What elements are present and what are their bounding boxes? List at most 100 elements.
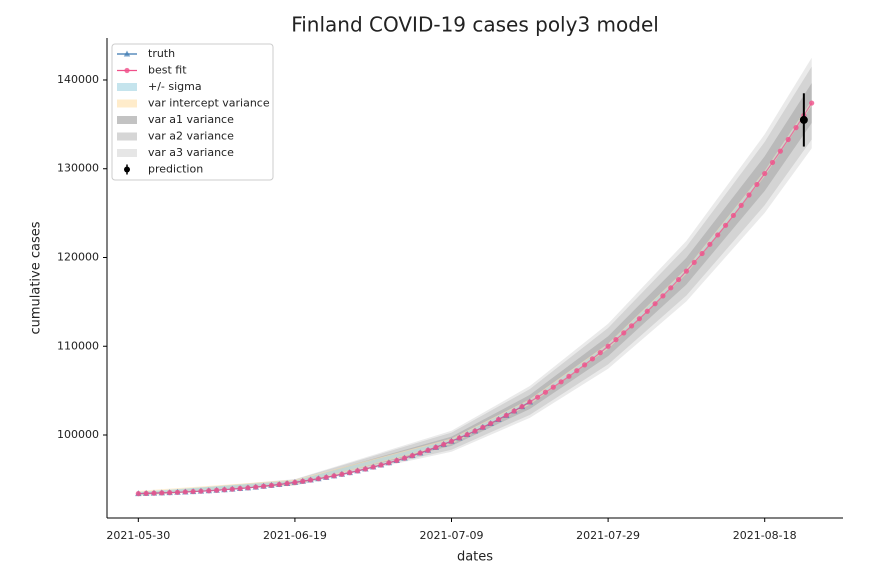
point-marker xyxy=(550,384,556,390)
point-marker xyxy=(143,490,149,496)
y-tick-label: 110000 xyxy=(57,339,99,352)
point-marker xyxy=(754,181,760,188)
point-marker xyxy=(535,394,541,400)
point-marker xyxy=(456,435,462,441)
point-marker xyxy=(206,488,212,494)
x-tick-label: 2021-05-30 xyxy=(106,529,170,542)
point-marker xyxy=(464,431,470,438)
chart-title: Finland COVID-19 cases poly3 model xyxy=(291,13,659,37)
point-marker xyxy=(284,480,290,487)
point-marker xyxy=(386,460,392,466)
point-marker xyxy=(159,490,165,496)
x-tick-label: 2021-07-09 xyxy=(420,529,484,542)
y-tick-label: 100000 xyxy=(57,428,99,441)
point-marker xyxy=(715,232,721,238)
series-line xyxy=(138,401,531,495)
point-marker xyxy=(738,202,744,208)
point-marker xyxy=(167,490,173,496)
point-marker xyxy=(124,67,130,74)
legend-swatch xyxy=(117,149,137,157)
point-marker xyxy=(566,373,572,379)
point-marker xyxy=(621,330,627,336)
point-marker xyxy=(401,455,408,461)
point-marker xyxy=(135,490,141,497)
point-marker xyxy=(574,368,580,374)
legend-label: +/- sigma xyxy=(148,80,202,93)
point-marker xyxy=(503,412,509,418)
point-marker xyxy=(425,447,431,453)
point-marker xyxy=(151,490,157,496)
point-marker xyxy=(589,356,596,362)
point-marker xyxy=(315,476,322,482)
point-marker xyxy=(362,466,368,472)
point-marker xyxy=(762,170,768,177)
legend: truth best fit +/- sigma var intercept vari… xyxy=(111,43,274,181)
point-marker xyxy=(707,241,713,247)
point-marker xyxy=(722,222,729,228)
point-marker xyxy=(628,323,635,329)
point-marker xyxy=(182,489,188,495)
point-marker xyxy=(441,441,447,447)
point-marker xyxy=(409,453,415,459)
point-marker xyxy=(307,477,314,483)
point-marker xyxy=(480,424,486,430)
point-marker xyxy=(370,464,376,470)
point-marker xyxy=(433,444,439,450)
point-marker xyxy=(229,486,235,492)
point-marker xyxy=(300,478,306,484)
point-marker xyxy=(582,362,588,368)
point-marker xyxy=(519,403,525,410)
point-marker xyxy=(292,479,298,485)
point-marker xyxy=(668,285,674,291)
point-marker xyxy=(495,416,502,423)
legend-swatch xyxy=(117,83,137,91)
point-marker xyxy=(488,420,494,427)
point-marker xyxy=(260,483,267,489)
legend-label: var intercept variance xyxy=(148,97,270,110)
legend-marker xyxy=(124,166,130,173)
point-marker xyxy=(198,488,204,494)
legend-box xyxy=(111,43,274,181)
point-marker xyxy=(699,250,705,257)
point-marker xyxy=(597,350,603,356)
point-marker xyxy=(268,482,275,488)
point-marker xyxy=(253,484,259,490)
point-marker xyxy=(613,337,619,343)
legend-label: var a3 variance xyxy=(148,146,234,159)
legend-label: var a2 variance xyxy=(148,130,234,143)
point-marker xyxy=(730,212,736,219)
point-marker xyxy=(527,399,533,405)
x-axis-label: dates xyxy=(457,550,493,563)
point-marker xyxy=(174,489,181,495)
x-tick-label: 2021-07-29 xyxy=(576,529,640,542)
y-tick-label: 140000 xyxy=(57,73,99,86)
point-marker xyxy=(644,308,650,314)
legend-label: var a1 variance xyxy=(148,113,234,126)
point-marker xyxy=(636,316,643,322)
legend-swatch xyxy=(117,132,137,141)
y-axis-label: cumulative cases xyxy=(29,221,44,334)
point-marker xyxy=(809,100,815,106)
point-marker xyxy=(793,125,799,131)
point-marker xyxy=(323,474,329,480)
point-marker xyxy=(339,471,345,477)
point-marker xyxy=(331,473,337,479)
point-marker xyxy=(558,379,564,385)
legend-swatch xyxy=(117,99,137,108)
point-marker xyxy=(417,450,423,456)
point-marker xyxy=(605,343,611,349)
point-marker xyxy=(221,487,228,493)
point-marker xyxy=(190,488,196,495)
x-tick-label: 2021-08-18 xyxy=(733,529,797,542)
point-marker xyxy=(394,457,400,464)
point-marker xyxy=(683,268,690,274)
point-marker xyxy=(675,276,682,283)
point-marker xyxy=(448,438,455,444)
point-marker xyxy=(511,408,517,414)
legend-label: prediction xyxy=(148,163,203,176)
y-tick-label: 130000 xyxy=(57,162,99,175)
point-marker xyxy=(472,428,478,434)
point-marker xyxy=(123,50,131,57)
prediction-point xyxy=(799,115,808,124)
